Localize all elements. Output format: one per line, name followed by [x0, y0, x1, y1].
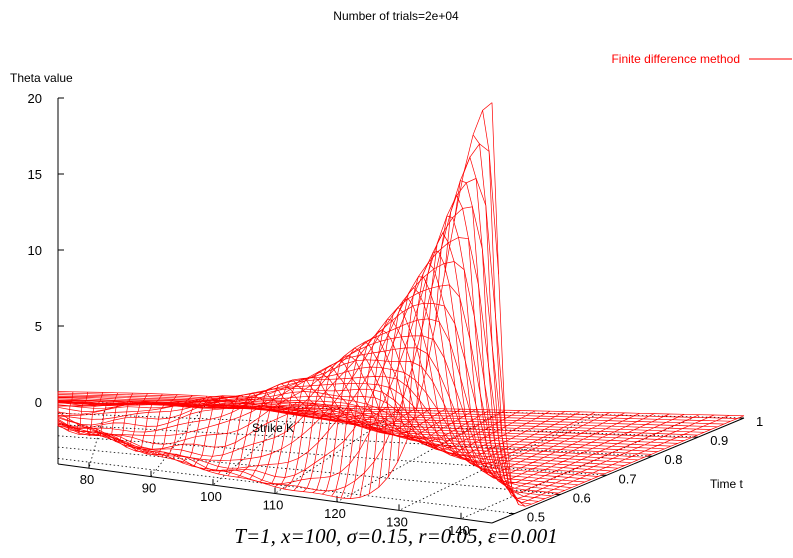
- chart-title: Number of trials=2e+04: [333, 9, 459, 23]
- y-tick-label: 0.8: [664, 452, 682, 467]
- surface-mesh: [57, 102, 745, 507]
- grid-line-t: [57, 458, 515, 514]
- mesh-line-k: [67, 391, 74, 432]
- z-tick-label: 5: [35, 319, 42, 334]
- mesh-line-k: [321, 347, 476, 495]
- mesh-line-k: [416, 250, 625, 474]
- z-tick-label: 20: [28, 91, 42, 106]
- mesh-line-k: [85, 392, 104, 437]
- mesh-line-k: [265, 377, 387, 485]
- grid-line-k: [150, 405, 206, 477]
- mesh-line-k: [463, 156, 700, 493]
- mesh-line-k: [104, 392, 133, 440]
- mesh-line-t: [57, 102, 493, 499]
- mesh-line-k: [472, 134, 715, 499]
- mesh-line-k: [303, 360, 446, 492]
- y-tick-label: 0.6: [573, 490, 591, 505]
- y-axis-line: [491, 417, 745, 524]
- grid-line-t: [57, 446, 561, 495]
- mesh-line-k: [256, 379, 372, 483]
- x-tick-label: 110: [263, 498, 284, 513]
- mesh-line-k: [76, 392, 89, 435]
- mesh-line-k: [406, 261, 610, 471]
- mesh-line-k: [171, 398, 238, 460]
- mesh-line-k: [350, 329, 521, 499]
- grid-line-t: [57, 424, 653, 457]
- mesh-line-k: [161, 396, 223, 458]
- mesh-line-k: [378, 298, 566, 488]
- y-tick-label: 1: [756, 414, 763, 429]
- mesh-line-k: [151, 395, 208, 455]
- mesh-line-k: [331, 341, 491, 497]
- y-tick-label: 0.7: [619, 471, 637, 486]
- mesh-line-k: [435, 215, 655, 482]
- x-tick-label: 90: [142, 481, 156, 496]
- axes: [57, 97, 745, 524]
- y-tick-label: 0.5: [527, 510, 545, 525]
- mesh-line-k: [453, 180, 685, 489]
- grid-line-k: [460, 416, 696, 520]
- x-tick-label: 140: [448, 523, 470, 538]
- mesh-line-k: [227, 390, 327, 477]
- mesh-line-k: [123, 393, 163, 448]
- z-tick-label: 15: [28, 167, 42, 182]
- mesh-line-k: [340, 336, 506, 499]
- mesh-line-k: [274, 377, 402, 488]
- z-tick-label: 10: [28, 243, 42, 258]
- mesh-line-k: [133, 394, 178, 452]
- mesh-line-k: [387, 287, 581, 478]
- y-axis-label: Time t: [710, 477, 744, 491]
- mesh-line-k: [312, 355, 461, 493]
- mesh-line-k: [246, 383, 357, 480]
- mesh-line-k: [114, 393, 148, 443]
- mesh-line-k: [142, 395, 193, 455]
- x-tick-label: 130: [386, 514, 408, 529]
- z-axis-label: Theta value: [10, 71, 73, 85]
- mesh-line-k: [180, 396, 253, 464]
- mesh-line-k: [397, 276, 596, 466]
- mesh-line-k: [444, 194, 670, 484]
- chart-caption: T=1, x=100, σ=0.15, r=0.05, ε=0.001: [234, 524, 557, 548]
- x-axis-label: Strike K: [252, 421, 294, 435]
- x-tick-label: 100: [200, 489, 222, 504]
- mesh-line-k: [237, 388, 342, 478]
- legend-label: Finite difference method: [611, 52, 740, 66]
- mesh-line-k: [482, 110, 730, 504]
- mesh-line-k: [491, 102, 745, 507]
- grid-line-k: [88, 402, 108, 469]
- grid-line-k: [398, 414, 598, 511]
- mesh-line-k: [425, 232, 640, 479]
- x-tick-label: 80: [80, 472, 94, 487]
- grid-line-k: [336, 411, 500, 503]
- mesh-line-k: [218, 392, 312, 475]
- tick-labels: 80901001101201301400.50.60.70.80.9105101…: [28, 91, 764, 538]
- y-tick-label: 0.9: [710, 433, 728, 448]
- z-tick-label: 0: [35, 395, 42, 410]
- mesh-line-k: [95, 392, 119, 438]
- x-tick-label: 120: [324, 506, 346, 521]
- legend: Finite difference method: [611, 52, 792, 66]
